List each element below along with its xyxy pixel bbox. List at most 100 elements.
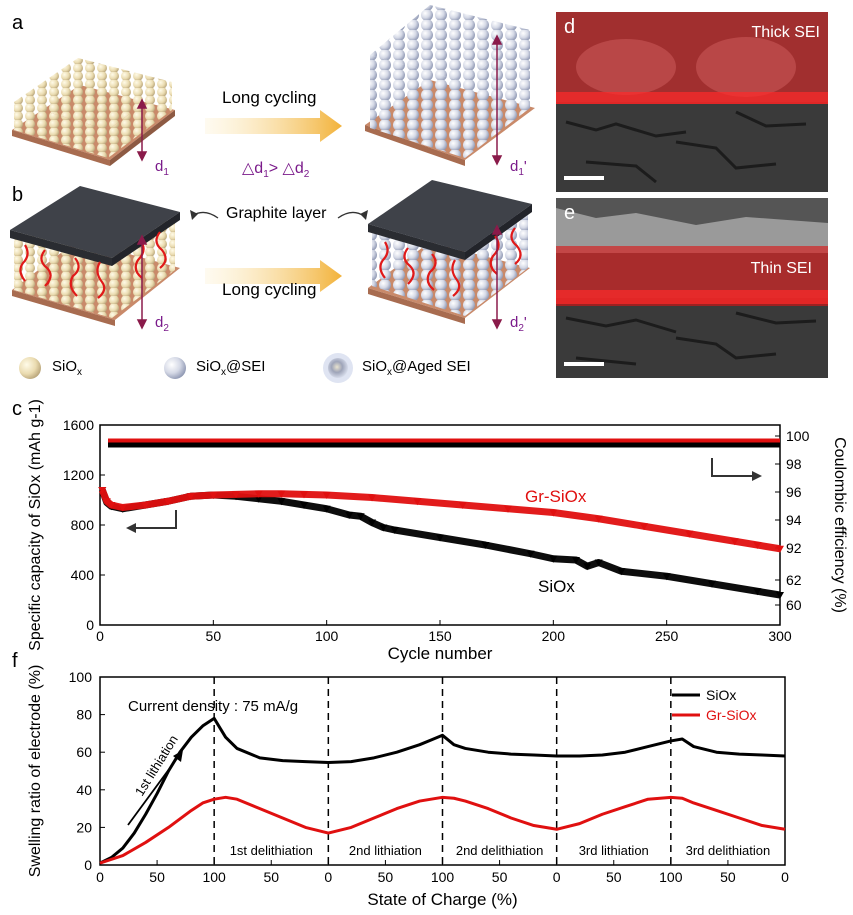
swelling-line-gr-siox: [99, 795, 786, 865]
y-tick-label-left: 800: [71, 517, 95, 533]
capacity-point: [254, 490, 263, 498]
long-cycling-label-bottom: Long cycling: [222, 280, 317, 299]
capacity-point: [617, 568, 626, 576]
d1-label: d1: [155, 158, 169, 178]
capacity-point: [583, 563, 592, 571]
x-tick-label: 100: [315, 628, 339, 644]
y-axis-title: Swelling ratio of electrode (%): [27, 665, 44, 877]
annotation-siox: SiOx: [538, 577, 575, 596]
capacity-point: [107, 502, 116, 509]
y-tick-label-left: 1600: [63, 417, 94, 433]
legend-label: Gr-SiOx: [706, 707, 757, 723]
capacity-point: [277, 490, 286, 498]
cycled-electrode-a: [365, 5, 535, 166]
pristine-electrode-a: [12, 58, 175, 166]
segment-label: 3rd delithiation: [686, 843, 771, 858]
capacity-point: [379, 524, 388, 532]
x-tick-label: 0: [781, 869, 789, 885]
capacity-point: [118, 504, 127, 512]
capacity-point: [776, 545, 784, 553]
capacity-point: [300, 502, 308, 509]
capacity-point: [356, 513, 365, 521]
x-tick-label: 150: [428, 628, 452, 644]
graphite-coated-electrode-b: [10, 186, 180, 326]
x-tick-label: 100: [202, 869, 226, 885]
y-tick-label: 100: [69, 669, 93, 685]
capacity-point: [662, 573, 671, 581]
y-tick-label-right: 60: [786, 597, 802, 613]
series-gr-siox: [98, 487, 784, 553]
schematic-panel: a b: [0, 0, 545, 390]
legend-sio-aged-sei-label: SiOx@Aged SEI: [362, 358, 471, 378]
swelling-line-siox: [99, 716, 786, 865]
x-axis-title: Cycle number: [388, 644, 493, 663]
x-tick-label: 50: [720, 869, 736, 885]
long-cycling-arrow-bottom: [205, 260, 342, 292]
capacity-point: [753, 542, 762, 549]
sio-particle-swatch: [19, 357, 41, 379]
x-tick-label: 0: [553, 869, 561, 885]
panel-label-e: e: [564, 202, 576, 224]
segment-label: 3rd lithiation: [579, 843, 649, 858]
capacity-point: [776, 592, 784, 599]
x-tick-label: 0: [96, 628, 104, 644]
capacity-point: [368, 519, 376, 527]
capacity-point: [413, 498, 422, 506]
thin-sei-label: Thin SEI: [750, 260, 812, 277]
panel-label-c: c: [12, 398, 22, 420]
graphite-pointer-right: [337, 211, 365, 219]
long-cycling-arrow-top: [205, 110, 342, 142]
panel-label-d: d: [564, 16, 576, 38]
capacity-point: [572, 557, 580, 564]
y-tick-label-right: 100: [786, 428, 810, 444]
long-cycling-label-top: Long cycling: [222, 88, 317, 107]
segment-label: 1st delithiation: [230, 843, 313, 858]
capacity-point: [368, 494, 376, 502]
chart-swelling-ratio: 0 50 100 50 0 50 100 50 0 50 100 50 0020406080100Sta…: [27, 665, 789, 909]
x-tick-label: 50: [206, 628, 222, 644]
capacity-point: [526, 550, 535, 558]
y-tick-label-left: 400: [71, 567, 95, 583]
graphite-coated-cycled-electrode-b: [368, 180, 532, 324]
capacity-point: [594, 515, 603, 523]
sem-image-d: d Thick SEI: [556, 12, 828, 192]
capacity-point: [254, 495, 263, 503]
x-tick-label: 50: [492, 869, 508, 885]
capacity-point: [390, 527, 399, 534]
y-tick-label: 60: [76, 744, 92, 760]
graphite-layer-label: Graphite layer: [226, 205, 327, 222]
x-tick-label: 0: [96, 869, 104, 885]
segment-label: 2nd lithiation: [349, 843, 422, 858]
chart-capacity-cycling: 0 50 100 150 200 250 300 0 400 800 1200 1600 60 62 92 9…: [27, 400, 848, 663]
capacity-point: [685, 530, 694, 538]
plot-frame: [99, 424, 781, 626]
y-tick-label: 40: [76, 782, 92, 798]
thickness-arrows: [136, 34, 503, 330]
y-axis-title-left: Specific capacity of SiOx (mAh g-1): [27, 400, 44, 651]
capacity-point: [549, 555, 558, 563]
y-axis-title-right: Coulombic efficiency (%): [831, 437, 848, 613]
legend-label: SiOx: [706, 687, 736, 703]
panel-label-b: b: [12, 184, 24, 206]
x-tick-label: 200: [542, 628, 566, 644]
y-tick-label-right: 96: [786, 484, 802, 500]
capacity-point: [102, 498, 111, 506]
capacity-point: [277, 498, 286, 506]
capacity-point: [209, 492, 218, 499]
capacity-point: [164, 498, 172, 506]
capacity-point: [730, 538, 739, 546]
capacity-point: [708, 580, 716, 588]
ce-axis-pointer: [711, 458, 752, 477]
capacity-point: [436, 534, 444, 542]
capacity-axis-pointer-head: [126, 523, 136, 533]
capacity-point: [458, 502, 467, 509]
y-tick-label-right: 62: [786, 572, 802, 588]
y-tick-label-left: 1200: [63, 467, 94, 483]
y-tick-label-right: 98: [786, 456, 802, 472]
panel-label-f: f: [12, 650, 18, 672]
y-tick-label: 80: [76, 707, 92, 723]
capacity-point: [640, 523, 648, 531]
schematic-drawing: [10, 5, 535, 383]
x-tick-label: 50: [149, 869, 165, 885]
capacity-point: [98, 487, 107, 494]
